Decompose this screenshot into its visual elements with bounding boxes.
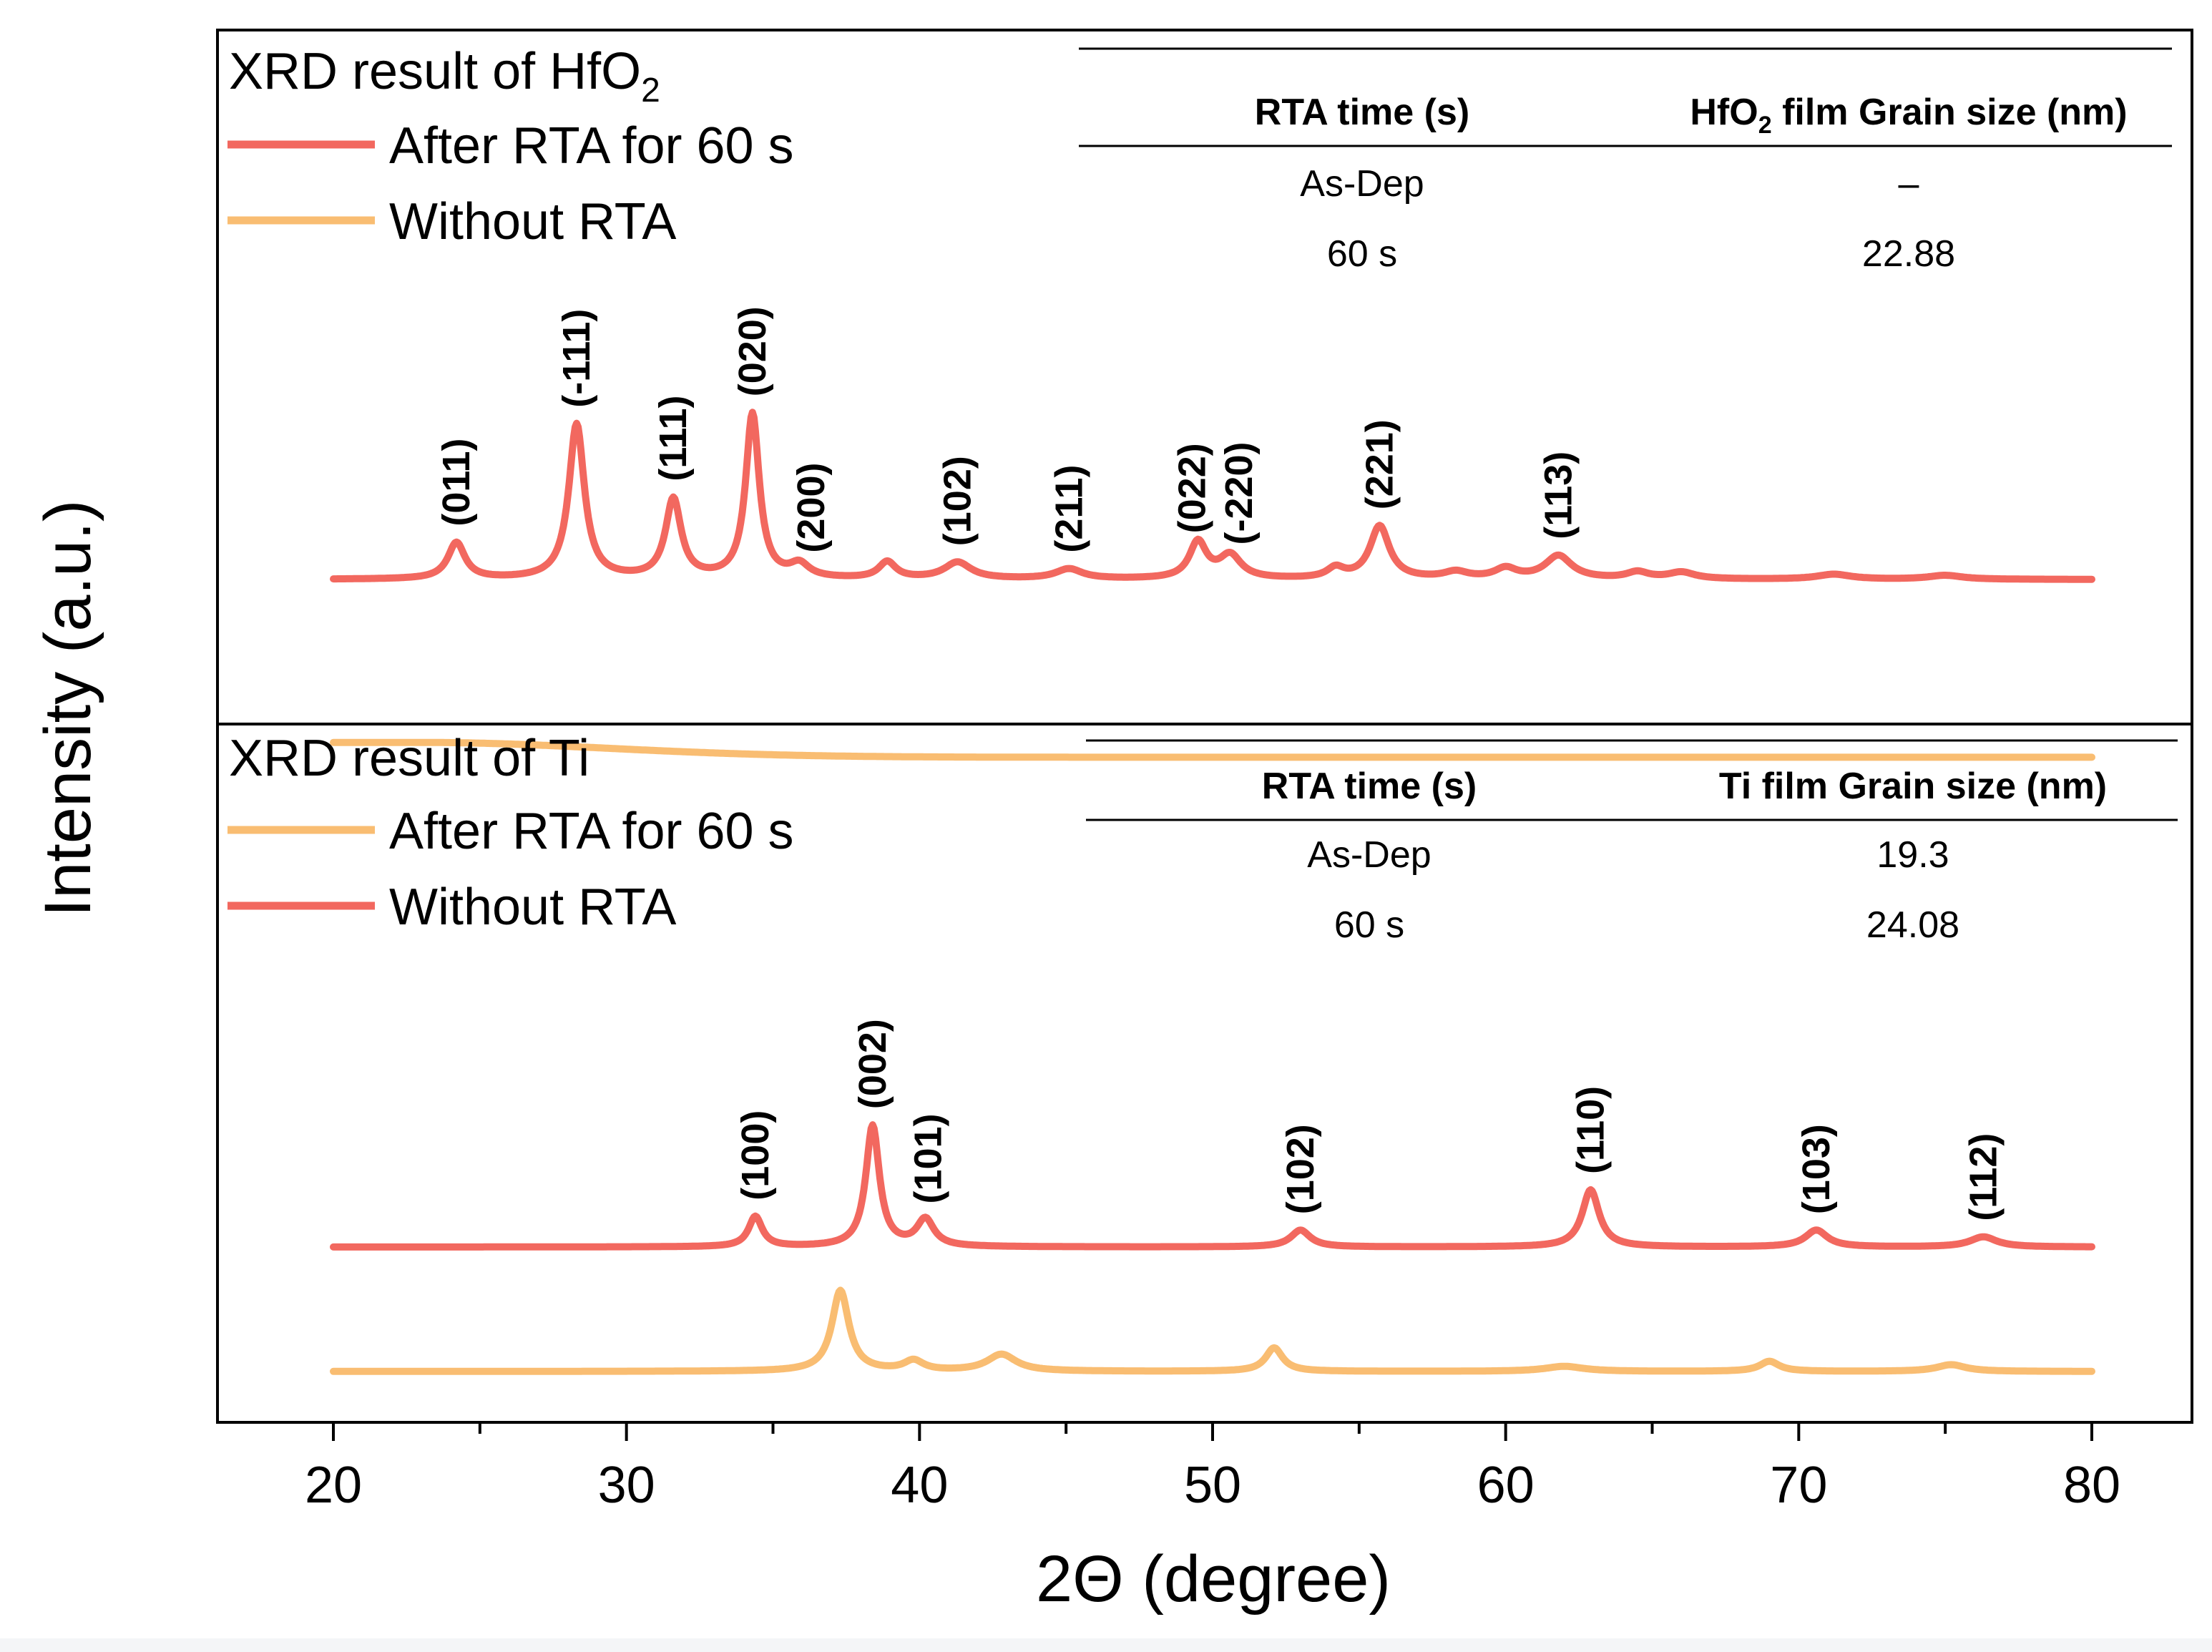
table-cell-rta-time: 60 s: [1327, 233, 1397, 275]
table-header-rta-time: RTA time (s): [1262, 766, 1477, 807]
table-header-grain-size: Ti film Grain size (nm): [1719, 766, 2107, 807]
peak-label: (100): [734, 1110, 777, 1201]
peak-label: (102): [936, 456, 979, 546]
series-line: [330, 738, 2095, 761]
panel-title-main: XRD result of Ti: [229, 730, 589, 787]
y-axis-label: Intensity (a.u.): [31, 500, 104, 917]
table-cell-grain-size: 22.88: [1862, 233, 1955, 275]
x-tick-label: 80: [2063, 1457, 2120, 1514]
peak-label: (110): [1569, 1086, 1612, 1174]
table-header-rta-time: RTA time (s): [1255, 92, 1469, 133]
peak-label: (-220): [1218, 441, 1261, 544]
peak-label: (200): [790, 463, 833, 553]
table-header-subscript: 2: [1758, 112, 1772, 139]
peak-label: (113): [1537, 451, 1580, 539]
peak-label: (221): [1359, 419, 1401, 509]
series-line: [330, 1121, 2095, 1251]
table-cell-grain-size: –: [1899, 163, 1919, 205]
legend: After RTA for 60 s Without RTA: [227, 803, 794, 936]
legend: After RTA for 60 s Without RTA: [227, 117, 794, 250]
peak-label: (211): [1047, 464, 1090, 552]
peak-label: (-111): [555, 309, 598, 408]
x-axis-label: 2Θ (degree): [1036, 1543, 1391, 1616]
x-tick-label: 70: [1770, 1457, 1827, 1514]
series-line: [330, 1286, 2095, 1375]
table-cell-rta-time: As-Dep: [1307, 834, 1431, 876]
grain-size-table: RTA time (s) Ti film Grain size (nm) As-De…: [1086, 739, 2178, 946]
plot-frame: [216, 29, 2193, 1424]
grain-size-table: RTA time (s) HfO2 film Grain size (nm) As-…: [1079, 47, 2172, 275]
table-cell-grain-size: 24.08: [1866, 904, 1959, 946]
x-tick-label: 40: [891, 1457, 948, 1514]
x-tick-label: 20: [305, 1457, 362, 1514]
table-header-grain-size: HfO2 film Grain size (nm): [1690, 92, 2127, 139]
table-cell-rta-time: As-Dep: [1300, 163, 1424, 205]
peak-label: (011): [435, 438, 478, 526]
panel-title: XRD result of HfO2: [229, 43, 660, 109]
panel-title-main: XRD result of HfO: [229, 43, 641, 100]
table-cell-grain-size: 19.3: [1876, 834, 1949, 876]
table-header-part: film Grain size (nm): [1772, 92, 2128, 133]
panel-title: XRD result of Ti: [229, 730, 589, 787]
peak-label: (002): [851, 1019, 894, 1109]
legend-label: Without RTA: [389, 193, 676, 250]
peak-label: (020): [731, 306, 774, 396]
panel-title-subscript: 2: [641, 72, 660, 109]
peak-label: (103): [1795, 1124, 1838, 1214]
table-header-part: HfO: [1690, 92, 1758, 133]
table-cell-rta-time: 60 s: [1334, 904, 1404, 946]
legend-label: After RTA for 60 s: [389, 803, 794, 860]
legend-label: Without RTA: [389, 879, 676, 936]
peak-label: (111): [652, 396, 695, 482]
peak-label: (112): [1962, 1133, 2005, 1221]
peak-label: (101): [907, 1113, 950, 1203]
bottom-strip: [0, 1638, 2212, 1652]
table-header-part: Ti film Grain size (nm): [1719, 766, 2107, 807]
series-line: [330, 409, 2095, 583]
x-tick-label: 50: [1184, 1457, 1241, 1514]
legend-label: After RTA for 60 s: [389, 117, 794, 175]
x-tick-label: 30: [598, 1457, 655, 1514]
panel-ti: XRD result of Ti After RTA for 60 s Withou…: [227, 730, 2178, 1375]
x-axis-ticks: [332, 1422, 2093, 1441]
x-axis-tick-labels: 20 30 40 50 60 70 80: [305, 1457, 2120, 1514]
peak-label: (022): [1170, 443, 1213, 533]
x-tick-label: 60: [1477, 1457, 1535, 1514]
peak-label: (102): [1279, 1124, 1322, 1214]
